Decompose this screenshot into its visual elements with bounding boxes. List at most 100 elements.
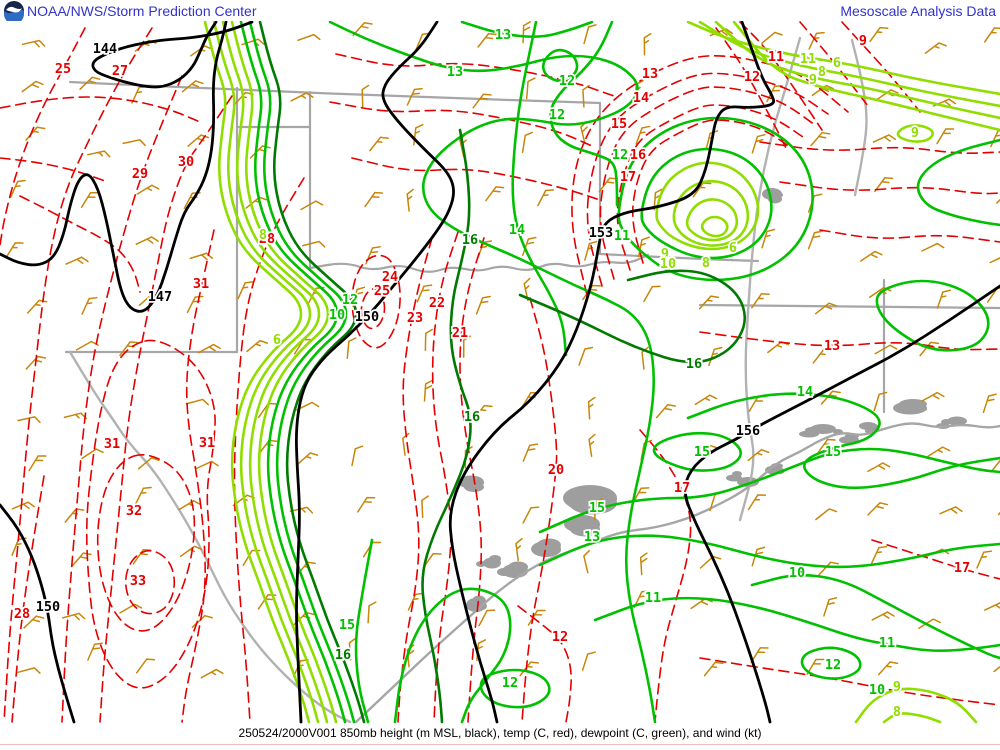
wind-barb-icon — [871, 545, 888, 564]
wind-barb-icon — [643, 32, 652, 56]
temp-label: 9 — [859, 33, 867, 49]
wind-barb-icon — [703, 661, 724, 677]
river — [850, 38, 868, 197]
temp-contour — [431, 231, 459, 723]
wind-barb-icon — [65, 256, 89, 265]
height-contour — [448, 21, 776, 724]
wind-barb-icon — [869, 26, 889, 43]
temp-label: 13 — [642, 66, 658, 82]
wind-barb-icon — [462, 335, 472, 358]
temp-label: 29 — [132, 166, 148, 182]
dewpoint-label: 10 — [329, 307, 345, 323]
dewpoint-label: 15 — [339, 617, 355, 633]
wind-barb-icon — [583, 549, 591, 574]
temp-label: 30 — [178, 154, 194, 170]
wind-barb-icon — [478, 609, 496, 627]
temp-label: 25 — [374, 283, 390, 299]
dewpoint-contour — [750, 573, 1000, 660]
wind-barb-icon — [761, 228, 776, 249]
dewpoint-contour — [393, 587, 512, 724]
dewpoint-contour — [800, 646, 862, 680]
dewpoint-label: 8 — [893, 704, 901, 720]
height-label: 150 — [355, 309, 379, 325]
wind-barb-icon — [79, 76, 101, 90]
wind-barb-icon — [587, 396, 596, 420]
wind-barb-icon — [860, 250, 883, 262]
wind-barb-icon — [983, 27, 1000, 43]
temp-label: 23 — [407, 310, 423, 326]
wind-barb-icon — [237, 281, 254, 300]
wind-barb-icon — [17, 667, 41, 674]
wind-barb-icon — [527, 609, 546, 626]
temp-label: 21 — [452, 325, 468, 341]
temp-contour — [819, 229, 1000, 243]
wind-barb-icon — [522, 443, 539, 462]
temp-contour — [699, 657, 1000, 706]
state-border — [308, 253, 650, 273]
wind-barb-icon — [424, 328, 434, 352]
wind-barb-icon — [874, 177, 894, 193]
dewpoint-label: 16 — [335, 647, 351, 663]
temp-label: 31 — [199, 435, 215, 451]
dewpoint-label: 11 — [614, 228, 630, 244]
dewpoint-label: 12 — [502, 675, 518, 691]
height-contour — [295, 21, 455, 724]
wind-barb-icon — [927, 446, 951, 457]
wind-barb-icon — [867, 462, 891, 473]
dewpoint-label: 15 — [589, 500, 605, 516]
dewpoint-contour — [518, 269, 747, 364]
header-left-title[interactable]: NOAA/NWS/Storm Prediction Center — [27, 3, 257, 19]
wind-barb-icon — [515, 537, 523, 562]
wind-barb-icon — [815, 508, 838, 521]
wind-barb-icon — [936, 289, 952, 309]
wind-barb-icon — [698, 295, 720, 310]
dewpoint-contour — [686, 21, 1000, 96]
temp-contour — [759, 141, 1000, 154]
dewpoint-label: 9 — [661, 246, 669, 262]
dewpoint-contour — [672, 179, 750, 247]
header-right-title[interactable]: Mesoscale Analysis Data — [840, 3, 996, 19]
map-caption: 250524/2000V001 850mb height (m MSL, bla… — [238, 726, 762, 740]
dewpoint-label: 6 — [729, 240, 737, 256]
temp-contour — [799, 21, 869, 107]
dewpoint-label: 11 — [879, 635, 895, 651]
dewpoint-label: 16 — [686, 356, 702, 372]
wind-barb-icon — [200, 668, 224, 679]
wind-barb-icon — [369, 136, 389, 152]
wind-barb-icon — [249, 145, 271, 159]
noaa-logo — [4, 1, 24, 21]
temp-label: 14 — [633, 90, 649, 106]
dewpoint-contour — [230, 21, 338, 724]
wind-barb-icon — [761, 31, 783, 45]
dewpoint-contour — [700, 215, 729, 238]
temp-contour — [11, 475, 45, 723]
header: NOAA/NWS/Storm Prediction Center Mesosca… — [0, 0, 1000, 22]
wind-barb-icon — [17, 416, 41, 424]
dewpoint-contour — [617, 116, 814, 282]
wind-barb-icon — [195, 460, 219, 470]
dewpoint-contour — [248, 21, 356, 724]
wind-barb-icon — [406, 188, 414, 212]
wind-barb-icon — [25, 126, 46, 141]
dewpoint-contour — [593, 596, 1000, 653]
dewpoint-label: 12 — [549, 107, 565, 123]
temp-contour — [0, 27, 86, 246]
dewpoint-label: 10 — [869, 682, 885, 698]
wind-barb-icon — [475, 295, 491, 315]
wind-barb-icon — [413, 123, 424, 146]
dewpoint-label: 10 — [789, 565, 805, 581]
temp-contour — [0, 157, 109, 183]
wind-barb-icon — [11, 501, 36, 510]
temp-contour — [521, 297, 558, 723]
urban-area — [732, 471, 742, 477]
wind-barb-icon — [820, 390, 841, 405]
temp-contour — [871, 539, 1000, 580]
urban-area — [543, 545, 561, 555]
wind-barb-icon — [28, 455, 47, 472]
dewpoint-contour — [538, 534, 1000, 569]
wind-barb-icon — [301, 240, 326, 248]
temp-label: 28 — [259, 231, 275, 247]
temp-label: 31 — [104, 436, 120, 452]
dewpoint-contour — [875, 279, 990, 352]
wind-barb-icon — [406, 87, 423, 106]
